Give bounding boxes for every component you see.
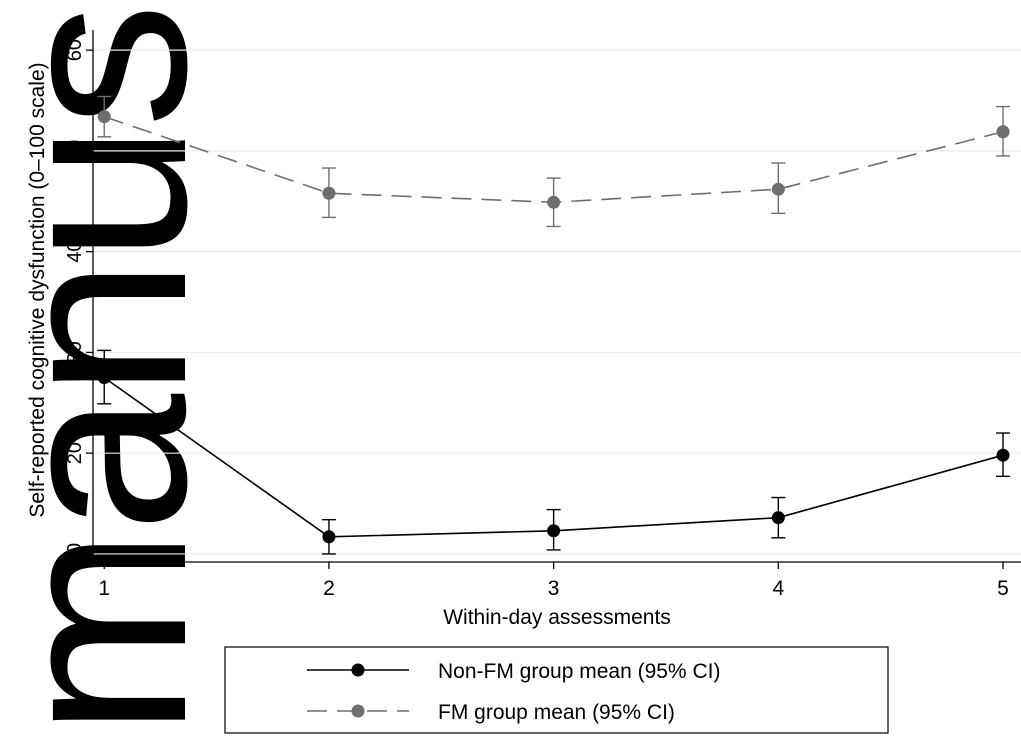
data-point bbox=[771, 511, 785, 525]
y-tick-label-60: 60 bbox=[64, 39, 86, 61]
x-axis-label: Within-day assessments bbox=[443, 606, 671, 629]
data-point bbox=[996, 448, 1010, 462]
series-fm bbox=[97, 95, 1011, 228]
data-point bbox=[97, 371, 111, 385]
data-point bbox=[771, 182, 785, 196]
legend-label-nonfm: Non-FM group mean (95% CI) bbox=[438, 660, 720, 683]
x-tick-label-5: 5 bbox=[997, 577, 1009, 600]
x-tick-label-2: 2 bbox=[323, 577, 335, 600]
y-tick-label-50: 50 bbox=[64, 140, 86, 162]
y-tick-label-30: 30 bbox=[64, 341, 86, 363]
legend-swatch-marker-nonfm bbox=[351, 663, 365, 677]
x-ticks: 1 2 3 4 5 bbox=[98, 562, 1009, 600]
series-nonfm bbox=[97, 349, 1011, 555]
gridlines bbox=[93, 49, 1021, 555]
axes bbox=[92, 30, 1021, 563]
legend-swatch-marker-fm bbox=[351, 704, 365, 718]
series-layer bbox=[97, 95, 1011, 555]
legend: Non-FM group mean (95% CI) FM group mean… bbox=[224, 646, 889, 734]
data-point bbox=[322, 530, 336, 544]
data-point bbox=[996, 125, 1010, 139]
y-axis-label: Self-reported cognitive dysfunction (0–1… bbox=[26, 62, 49, 517]
x-tick-label-4: 4 bbox=[772, 577, 784, 600]
x-tick-label-3: 3 bbox=[548, 577, 560, 600]
data-point bbox=[322, 186, 336, 200]
legend-box bbox=[224, 646, 889, 734]
y-tick-label-40: 40 bbox=[64, 241, 86, 263]
y-ticks: 10 20 30 40 50 60 bbox=[64, 39, 93, 565]
y-tick-label-20: 20 bbox=[64, 442, 86, 464]
data-point bbox=[97, 110, 111, 124]
y-tick-label-10: 10 bbox=[64, 543, 86, 565]
x-tick-label-1: 1 bbox=[98, 577, 110, 600]
data-point bbox=[547, 524, 561, 538]
legend-label-fm: FM group mean (95% CI) bbox=[438, 701, 675, 724]
data-point bbox=[547, 195, 561, 209]
